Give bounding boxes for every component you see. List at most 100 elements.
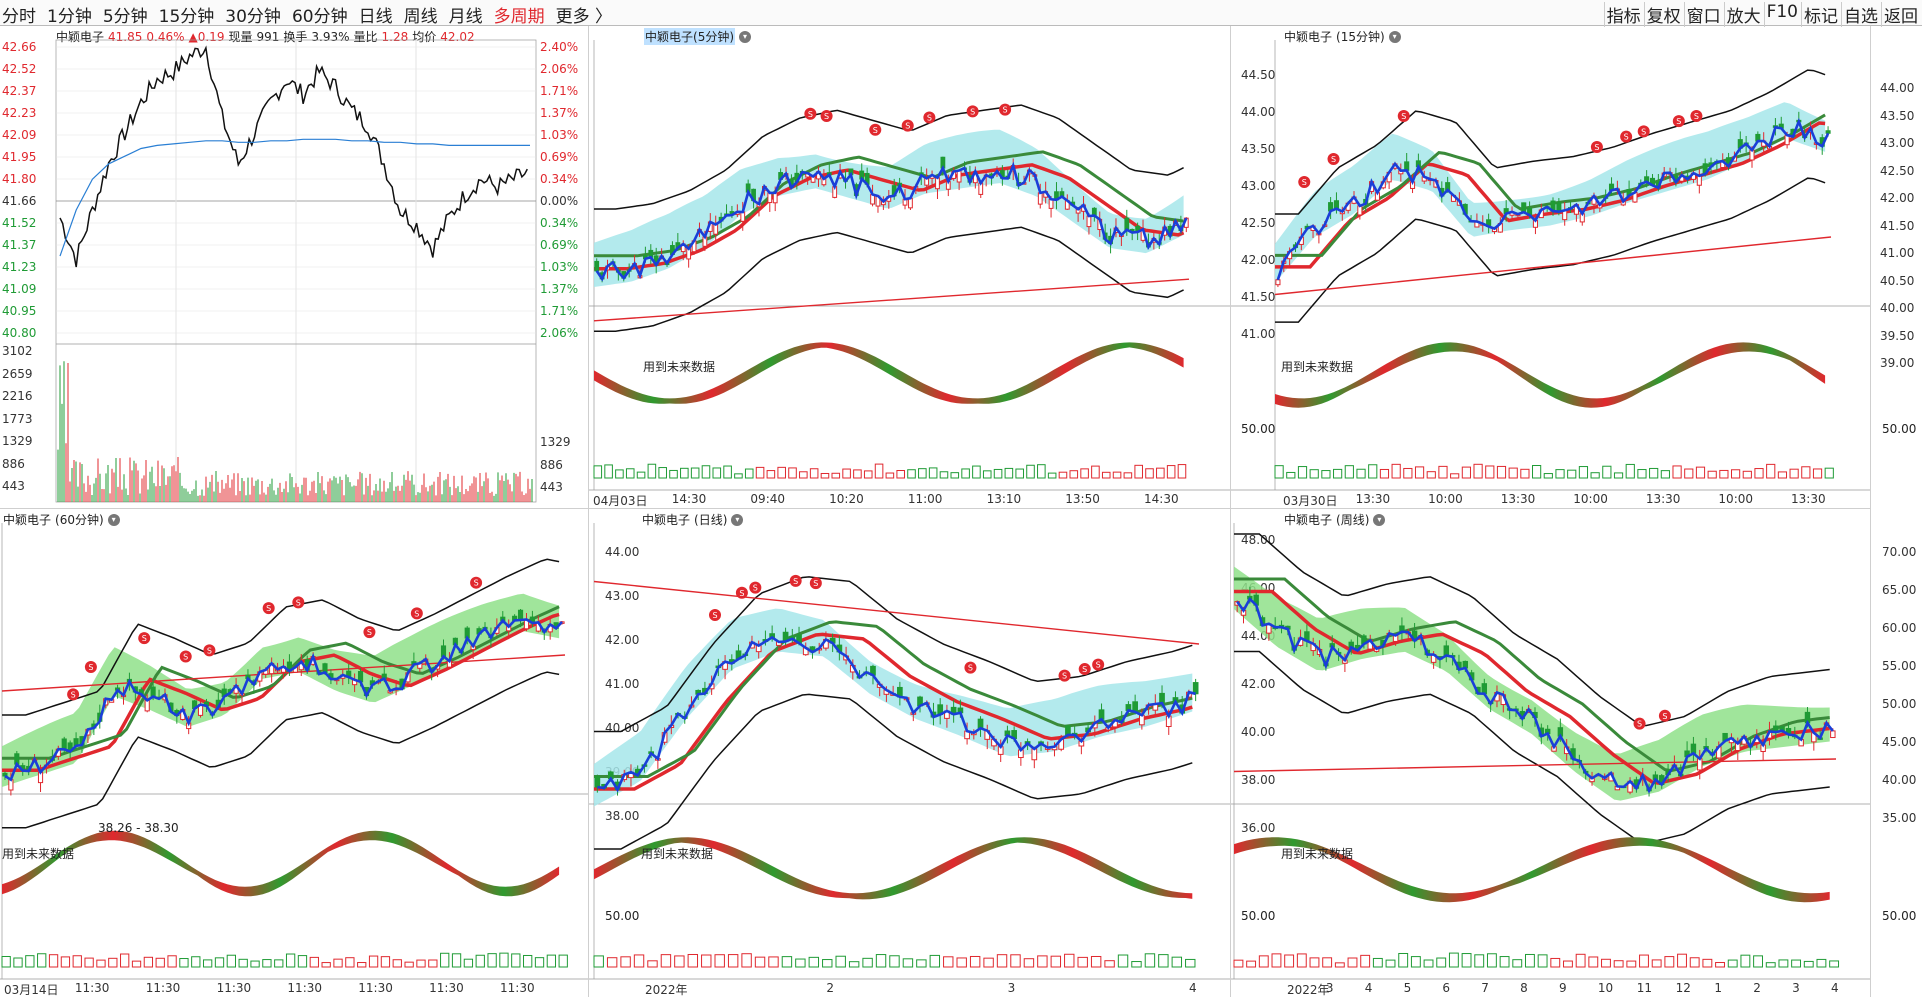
- tab-daily[interactable]: 日线: [358, 7, 393, 27]
- volume-bar: [1145, 468, 1154, 479]
- right-osc-level: 50.00: [1882, 909, 1917, 923]
- intraday-chart[interactable]: [0, 26, 588, 508]
- ma-blue: [4, 618, 563, 782]
- price-tick: 42.66: [2, 40, 37, 54]
- volume-bar: [1385, 959, 1396, 968]
- time-tick: 11:30: [429, 981, 464, 995]
- time-tick: 4: [1831, 981, 1839, 995]
- volume-bar: [606, 957, 618, 968]
- volume-bar: [1233, 959, 1244, 968]
- price-tick: 42.00: [1880, 191, 1915, 205]
- volume-bar: [943, 956, 954, 968]
- signal-glyph: S: [88, 663, 93, 672]
- long-ma: [1274, 236, 1832, 296]
- indicator-button[interactable]: 指标: [1603, 2, 1641, 27]
- band-fill: [1275, 102, 1826, 283]
- volume-bar: [1524, 953, 1535, 968]
- pct-tick: 2.40%: [540, 40, 579, 54]
- tab-intraday[interactable]: 分时: [2, 7, 36, 27]
- time-tick: 13:30: [1645, 492, 1681, 506]
- volume-bar: [982, 470, 992, 479]
- price-tick: 40.50: [1880, 273, 1915, 288]
- adjust-button[interactable]: 复权: [1643, 2, 1681, 27]
- time-tick: 11:30: [287, 981, 323, 995]
- volume-bar: [615, 469, 624, 479]
- panel-weekly[interactable]: 中颖电子(周线) ▾ 48.0046.0044.0042.0040.0038.0…: [1231, 509, 1870, 997]
- volume-bar: [1450, 473, 1460, 479]
- tab-1min[interactable]: 1分钟: [47, 7, 92, 27]
- candle-body: [1443, 645, 1450, 657]
- tab-30min[interactable]: 30分钟: [225, 7, 281, 27]
- chevron-down-icon[interactable]: ▾: [731, 513, 744, 526]
- panel-daily[interactable]: 中颖电子(日线) ▾ 44.0043.0042.0041.0040.0039.0…: [589, 509, 1230, 997]
- back-button[interactable]: 返回: [1881, 2, 1918, 27]
- band-fill: [594, 129, 1184, 287]
- volume-bar: [842, 468, 851, 479]
- time-tick: 13:30: [1791, 492, 1826, 506]
- tab-weekly[interactable]: 周线: [403, 7, 438, 27]
- kline-chart-60min[interactable]: S S S S S S S S S S: [0, 509, 588, 997]
- price-tick: 40.00: [1880, 301, 1915, 315]
- volume-bar: [1123, 472, 1133, 479]
- tab-5min[interactable]: 5分钟: [102, 7, 148, 27]
- kline-chart-15min[interactable]: S S S S S S S S: [1231, 26, 1870, 508]
- zoom-button[interactable]: 放大: [1723, 2, 1761, 27]
- buy-signal-icon: [1620, 130, 1633, 143]
- mark-button[interactable]: 标记: [1801, 2, 1838, 27]
- f10-button[interactable]: F10: [1763, 2, 1798, 27]
- panel-title: 中颖电子 (周线) ▾: [1284, 511, 1386, 528]
- kline-chart-5min[interactable]: S S S S S S S: [589, 26, 1230, 508]
- chevron-down-icon[interactable]: ▾: [107, 513, 120, 526]
- chevron-down-icon[interactable]: ▾: [1373, 513, 1386, 526]
- volume-bar: [368, 955, 379, 968]
- volume-bar: [1023, 958, 1035, 968]
- pct-tick: 1.03%: [540, 260, 579, 274]
- volume-bar: [1309, 957, 1320, 968]
- turnover-label: 换手: [283, 30, 308, 44]
- volume-bar: [1812, 468, 1823, 479]
- volume-bar: [428, 959, 438, 968]
- pct-tick: 0.34%: [540, 216, 579, 230]
- window-button[interactable]: 窗口: [1683, 2, 1721, 27]
- buy-signal-icon: [203, 644, 216, 657]
- volume-bar: [1284, 954, 1295, 968]
- volume-bar: [1438, 465, 1448, 479]
- volume-bar: [604, 464, 613, 479]
- buy-signal-icon: [1298, 176, 1311, 189]
- volume-bar: [1731, 469, 1741, 479]
- tab-monthly[interactable]: 月线: [448, 7, 483, 27]
- tab-15min[interactable]: 15分钟: [158, 7, 215, 27]
- panel-5min[interactable]: 中颖电子(5分钟) ▾ S S S S S S S 用到未来数据 04月03日 14:30 09…: [589, 26, 1230, 508]
- volume-bar: [1379, 468, 1390, 479]
- signal-glyph: S: [813, 579, 818, 588]
- long-ma: [593, 278, 1190, 322]
- price-tick: 41.00: [605, 677, 640, 691]
- watchlist-button[interactable]: 自选: [1841, 2, 1878, 27]
- panel-15min[interactable]: 中颖电子 (15分钟) ▾ 44.50 44.00 43.50 43.00 42.50 42…: [1231, 26, 1870, 508]
- kline-chart-weekly[interactable]: SS: [1231, 509, 1870, 997]
- chevron-down-icon[interactable]: ▾: [1388, 30, 1401, 43]
- tab-more[interactable]: 更多 〉: [556, 2, 612, 27]
- panel-60min[interactable]: 中颖电子 (60分钟) ▾ S S S S S S S S S S 38.26 - 38.30 用到…: [0, 509, 588, 997]
- tab-multi-period[interactable]: 多周期: [493, 7, 545, 27]
- volume-bar: [712, 467, 722, 479]
- volume-bar: [1765, 962, 1776, 968]
- band-fill: [1234, 566, 1830, 801]
- volume-bar: [863, 470, 873, 479]
- long-ma: [1233, 758, 1837, 773]
- pct-tick: 2.06%: [540, 326, 579, 340]
- divider: [0, 508, 1870, 509]
- volume-bar: [1414, 466, 1425, 479]
- volume-bar: [658, 467, 667, 479]
- chevron-down-icon[interactable]: ▾: [739, 30, 752, 43]
- volume-bar: [1010, 954, 1021, 968]
- time-tick: 13:30: [1500, 492, 1536, 506]
- volume-bar: [950, 472, 960, 479]
- volume-bar: [701, 954, 712, 968]
- tab-60min[interactable]: 60分钟: [291, 7, 348, 27]
- time-tick: 11:30: [500, 981, 535, 995]
- intraday-panel[interactable]: 中颖电子 41.85 0.46% ▲0.19 现量 991 换手 3.93% 量…: [0, 26, 588, 508]
- time-tick: 04月03日: [593, 494, 648, 508]
- volume-bar: [37, 953, 47, 968]
